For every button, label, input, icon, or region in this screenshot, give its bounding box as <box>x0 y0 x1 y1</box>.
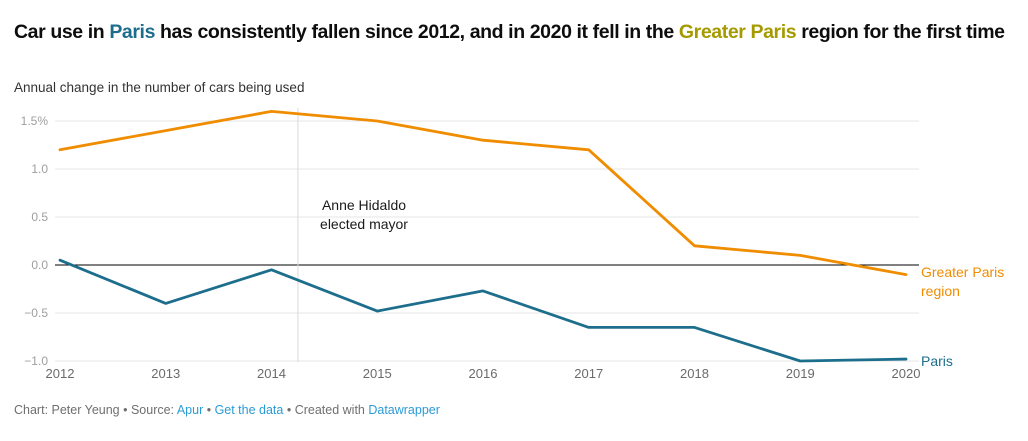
y-tick-label: 1.5% <box>21 114 49 128</box>
annotation-line1: Anne Hidaldo <box>321 197 407 213</box>
datawrapper-link[interactable]: Datawrapper <box>368 403 440 417</box>
x-tick-label: 2019 <box>786 366 815 381</box>
y-tick-label: 0.5 <box>31 210 48 224</box>
x-tick-label: 2020 <box>892 366 921 381</box>
series-line-greater-paris-region <box>58 110 908 277</box>
y-tick-label: −0.5 <box>24 306 48 320</box>
x-tick-label: 2014 <box>257 366 286 381</box>
footer-credit-text: Chart: Peter Yeung • Source: <box>14 403 177 417</box>
x-tick-label: 2016 <box>469 366 498 381</box>
x-tick-label: 2013 <box>151 366 180 381</box>
chart-subtitle: Annual change in the number of cars bein… <box>14 80 305 95</box>
title-highlight-paris: Paris <box>109 21 156 43</box>
annotation-mayor-elected: Anne Hidaldo elected mayor <box>299 196 429 234</box>
chart-footer: Chart: Peter Yeung • Source: Apur • Get … <box>14 403 440 417</box>
chart-title: Car use in Paris has consistently fallen… <box>14 18 1022 46</box>
series-label-greater-paris: Greater Paris region <box>921 263 1004 301</box>
footer-created-with-text: • Created with <box>283 403 369 417</box>
title-text-pre: Car use in <box>14 21 110 43</box>
footer-separator: • <box>203 403 215 417</box>
y-tick-label: 0.0 <box>31 258 48 272</box>
get-the-data-link[interactable]: Get the data <box>214 403 284 417</box>
series-label-paris-line1: Paris <box>921 353 953 369</box>
x-tick-label: 2012 <box>46 366 75 381</box>
x-axis-labels: 2012 2013 2014 2015 2016 2017 2018 2019 2020 <box>46 366 921 381</box>
title-highlight-greater-paris: Greater Paris <box>678 21 797 43</box>
series-line-paris <box>58 258 908 363</box>
x-tick-label: 2018 <box>680 366 709 381</box>
series-label-greater-paris-line2: region <box>921 283 960 299</box>
y-tick-label: 1.0 <box>31 162 48 176</box>
title-text-post: region for the first time <box>796 21 1005 43</box>
title-text-mid: has consistently fallen since 2012, and … <box>155 21 679 43</box>
source-link[interactable]: Apur <box>176 403 204 417</box>
x-tick-label: 2015 <box>363 366 392 381</box>
y-tick-label: −1.0 <box>24 354 48 368</box>
x-tick-label: 2017 <box>574 366 603 381</box>
series-label-greater-paris-line1: Greater Paris <box>921 264 1005 280</box>
series-label-paris: Paris <box>921 352 953 371</box>
annotation-line2: elected mayor <box>320 216 408 232</box>
y-axis-gridlines-and-labels: 1.5% 1.0 0.5 0.0 −0.5 −1.0 <box>21 114 919 368</box>
